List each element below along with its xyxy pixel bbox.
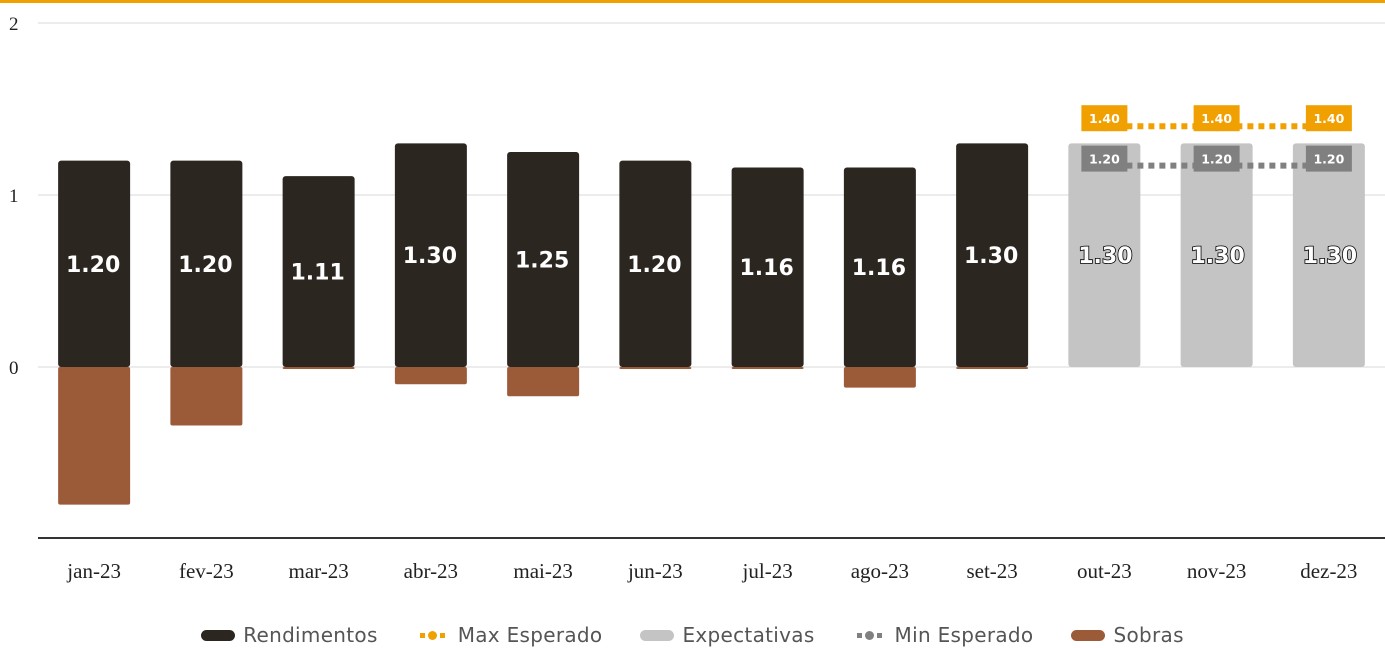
y-tick-label: 2 xyxy=(9,14,19,35)
label-max-esperado: 1.40 xyxy=(1313,111,1344,126)
x-tick-label: nov-23 xyxy=(1187,559,1247,583)
legend-swatch-max-esperado xyxy=(416,630,450,640)
bar-value-label: 1.20 xyxy=(627,253,681,278)
bar-rendimentos xyxy=(394,143,467,367)
label-min-esperado: 1.20 xyxy=(1089,152,1120,167)
legend-label-min-esperado: Min Esperado xyxy=(894,623,1034,647)
legend-label-sobras: Sobras xyxy=(1113,623,1184,647)
bar-sobras xyxy=(282,367,355,369)
bar-rendimentos xyxy=(956,143,1029,367)
bar-value-label: 1.20 xyxy=(66,253,120,278)
legend-item-sobras[interactable]: Sobras xyxy=(1071,623,1183,647)
x-tick-label: out-23 xyxy=(1077,559,1132,583)
top-accent-line xyxy=(0,0,1385,3)
bar-value-label: 1.30 xyxy=(1190,244,1244,269)
x-tick-label: jan-23 xyxy=(66,559,121,583)
bar-rendimentos xyxy=(619,160,692,367)
legend-swatch-expectativas xyxy=(640,629,675,641)
legend-label-rendimentos: Rendimentos xyxy=(243,623,378,647)
label-min-esperado-box xyxy=(1081,145,1128,172)
bar-sobras xyxy=(394,367,467,385)
bar-expectativas xyxy=(1180,143,1253,367)
bar-sobras xyxy=(58,367,131,505)
label-max-esperado-box xyxy=(1305,105,1352,132)
bar-value-label: 1.30 xyxy=(1078,244,1132,269)
label-min-esperado: 1.20 xyxy=(1313,152,1344,167)
x-tick-label: mai-23 xyxy=(513,559,572,583)
label-min-esperado-box xyxy=(1305,145,1352,172)
x-tick-label: jul-23 xyxy=(742,559,793,583)
x-tick-label: abr-23 xyxy=(404,559,458,583)
legend-label-expectativas: Expectativas xyxy=(682,623,815,647)
label-min-esperado-box xyxy=(1193,145,1240,172)
x-tick-label: dez-23 xyxy=(1300,559,1357,583)
bar-value-label: 1.11 xyxy=(290,261,344,286)
bar-rendimentos xyxy=(282,176,355,367)
legend-item-expectativas[interactable]: Expectativas xyxy=(640,623,814,647)
bar-value-label: 1.16 xyxy=(852,256,906,281)
bar-sobras xyxy=(170,367,243,426)
bar-rendimentos xyxy=(843,167,916,367)
y-tick-label: 0 xyxy=(9,358,19,379)
legend-item-rendimentos[interactable]: Rendimentos xyxy=(201,623,378,647)
legend-swatch-min-esperado xyxy=(853,630,887,640)
chart-canvas: 0 1 2 1.40 1.40 1.40 1.20 1.20 1.20 1.20 1.20 1.11 1… xyxy=(9,14,1385,583)
bar-value-label: 1.16 xyxy=(739,256,793,281)
legend-swatch-sobras xyxy=(1071,629,1106,641)
label-min-esperado: 1.20 xyxy=(1201,152,1232,167)
legend: Rendimentos Max Esperado Expectativas Mi… xyxy=(0,622,1385,648)
x-tick-label: set-23 xyxy=(966,559,1017,583)
bar-rendimentos xyxy=(58,160,131,367)
x-tick-label: ago-23 xyxy=(851,559,909,583)
bar-expectativas xyxy=(1292,143,1365,367)
x-tick-label: mar-23 xyxy=(289,559,349,583)
bar-sobras xyxy=(956,367,1029,369)
y-tick-label: 1 xyxy=(9,186,19,207)
label-max-esperado: 1.40 xyxy=(1089,111,1120,126)
bar-rendimentos xyxy=(507,152,580,367)
bar-value-label: 1.30 xyxy=(403,244,457,269)
label-max-esperado-box xyxy=(1193,105,1240,132)
bar-sobras xyxy=(507,367,580,397)
x-tick-label: fev-23 xyxy=(179,559,234,583)
bar-value-label: 1.30 xyxy=(1303,244,1357,269)
bar-rendimentos xyxy=(731,167,804,367)
legend-swatch-rendimentos xyxy=(201,629,236,641)
label-max-esperado: 1.40 xyxy=(1201,111,1232,126)
x-tick-label: jun-23 xyxy=(627,559,683,583)
label-max-esperado-box xyxy=(1081,105,1128,132)
bar-expectativas xyxy=(1068,143,1141,367)
bar-sobras xyxy=(619,367,692,369)
bar-sobras xyxy=(843,367,916,388)
legend-item-max-esperado[interactable]: Max Esperado xyxy=(416,623,603,647)
bar-rendimentos xyxy=(170,160,243,367)
legend-label-max-esperado: Max Esperado xyxy=(457,623,603,647)
legend-item-min-esperado[interactable]: Min Esperado xyxy=(853,623,1034,647)
bar-value-label: 1.20 xyxy=(178,253,232,278)
bar-sobras xyxy=(731,367,804,369)
bar-value-label: 1.25 xyxy=(515,249,569,274)
bar-value-label: 1.30 xyxy=(964,244,1018,269)
